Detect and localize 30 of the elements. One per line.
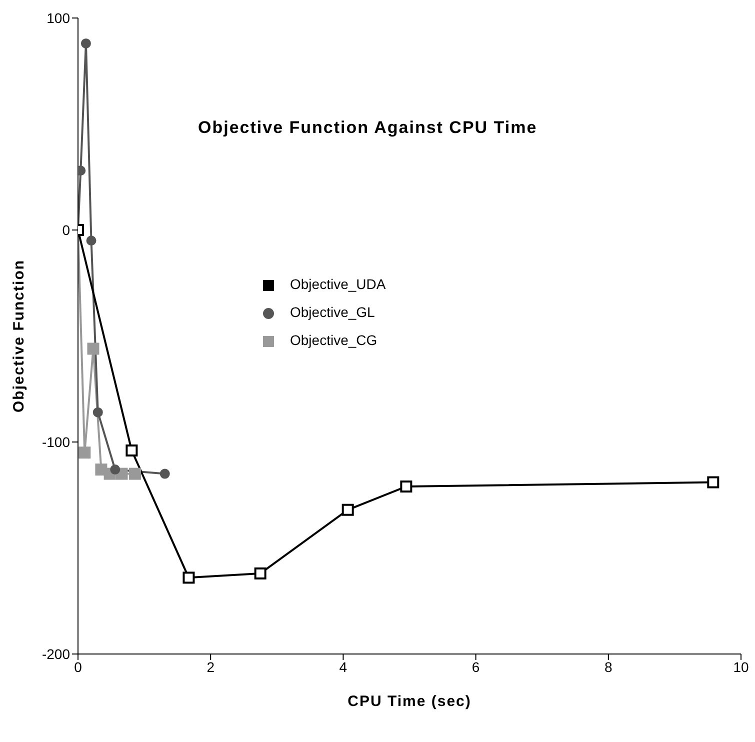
point (87, 342, 100, 355)
y-tick-label: 0 (62, 222, 70, 238)
x-tick-label: 8 (604, 658, 612, 675)
x-tick-label: 10 (733, 658, 749, 675)
x-tick-label: 0 (74, 658, 82, 675)
x-tick-label: 2 (206, 658, 215, 675)
point (129, 468, 142, 480)
point (400, 480, 412, 493)
y-tick-label: 100 (46, 10, 70, 26)
point (707, 476, 720, 488)
point (182, 572, 195, 584)
y-tick-label: -100 (42, 434, 70, 450)
x-axis-title: CPU Time (sec) (348, 693, 472, 710)
point (92, 407, 103, 418)
x-tick-label: 4 (339, 658, 348, 675)
point (78, 446, 91, 459)
y-axis-title: Objective Function (10, 259, 28, 413)
point (80, 38, 91, 48)
point (110, 464, 120, 475)
point (86, 236, 96, 246)
text: Objective Function Against CPU Time (198, 118, 538, 138)
legend-label: Objective_UDA (290, 276, 386, 292)
point (160, 468, 170, 479)
legend-label: Objective_CG (290, 332, 378, 348)
point (342, 504, 354, 516)
legend-label: Objective_GL (290, 304, 375, 320)
point (126, 444, 138, 456)
point (254, 567, 266, 580)
x-tick-label: 6 (472, 658, 480, 675)
y-tick-label: -200 (42, 646, 70, 662)
